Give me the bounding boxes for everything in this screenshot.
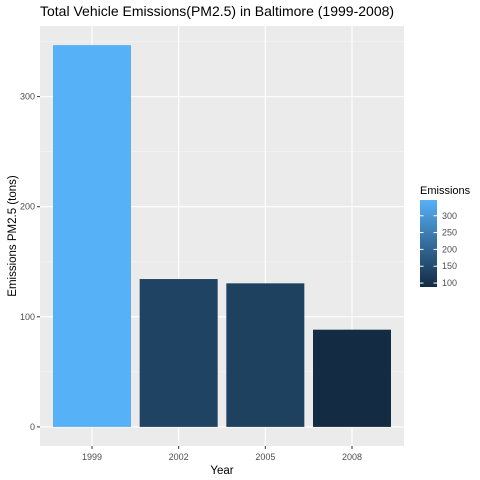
legend-tick-label: 300 [442,211,457,221]
bar-2002 [139,279,218,427]
legend-color-bar [420,200,437,287]
legend-tick-label: 250 [442,228,457,238]
chart-title: Total Vehicle Emissions(PM2.5) in Baltim… [40,3,394,19]
y-tick-label: 200 [20,202,35,212]
legend-title: Emissions [420,185,471,197]
x-tick-label: 2005 [255,452,275,462]
x-axis-title: Year [210,465,233,477]
legend-tick-label: 200 [442,244,457,254]
x-tick-label: 2008 [342,452,362,462]
y-axis: 0 100 200 300 [20,92,40,432]
y-axis-title: Emissions PM2.5 (tons) [7,175,19,297]
bar-2005 [226,283,305,427]
x-tick-label: 2002 [169,452,189,462]
bar-2008 [313,329,391,427]
bar-1999 [53,45,131,427]
x-tick-label: 1999 [82,452,102,462]
y-tick-label: 300 [20,92,35,102]
bars [53,45,391,427]
y-tick-label: 100 [20,312,35,322]
legend-tick-label: 150 [442,261,457,271]
y-tick-label: 0 [30,422,35,432]
x-axis: 1999 2002 2005 2008 [82,446,362,462]
color-legend: Emissions 100 150 200 250 300 [420,185,471,288]
legend-tick-label: 100 [442,278,457,288]
legend-ticks: 100 150 200 250 300 [420,211,457,288]
